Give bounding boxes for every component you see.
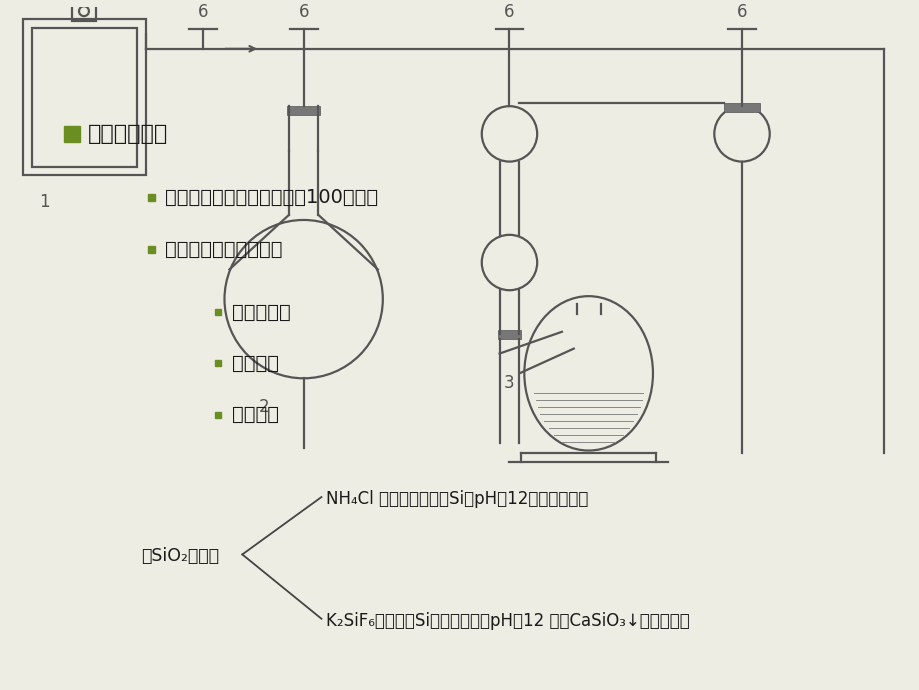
Bar bbox=[723, 104, 759, 112]
Bar bbox=[31, 28, 137, 166]
Text: 通用水泥、: 通用水泥、 bbox=[233, 302, 290, 322]
Text: 3: 3 bbox=[504, 374, 515, 392]
Bar bbox=[214, 309, 221, 315]
Bar bbox=[214, 412, 221, 418]
Bar bbox=[497, 330, 521, 339]
Bar bbox=[287, 106, 320, 115]
Bar bbox=[23, 19, 146, 175]
Text: 专用水泥: 专用水泥 bbox=[233, 354, 279, 373]
Text: 特性水泥: 特性水泥 bbox=[233, 406, 279, 424]
Text: 在SiO₂测定中: 在SiO₂测定中 bbox=[142, 547, 219, 565]
Bar bbox=[148, 246, 154, 253]
Text: 2: 2 bbox=[258, 398, 269, 416]
Text: 1: 1 bbox=[39, 193, 50, 211]
Text: NH₄Cl 重量法，分离出Si，pH＞12时不生成沉淀: NH₄Cl 重量法，分离出Si，pH＞12时不生成沉淀 bbox=[326, 490, 588, 508]
Text: 6: 6 bbox=[736, 3, 746, 21]
Bar bbox=[148, 194, 154, 201]
Text: 水泥的种类：: 水泥的种类： bbox=[88, 124, 168, 144]
Text: 按其用途和性能可分为: 按其用途和性能可分为 bbox=[165, 240, 282, 259]
Text: 6: 6 bbox=[504, 3, 514, 21]
Text: 6: 6 bbox=[298, 3, 309, 21]
Text: 6: 6 bbox=[198, 3, 208, 21]
Text: 水泥的种类很多，目前已达100多种，: 水泥的种类很多，目前已达100多种， bbox=[165, 188, 378, 207]
Bar bbox=[214, 360, 221, 366]
Bar bbox=[72, 3, 96, 21]
Text: K₂SiF₆容量法，Si存在溶液中，pH＞12 析出CaSiO₃↓，影响测定: K₂SiF₆容量法，Si存在溶液中，pH＞12 析出CaSiO₃↓，影响测定 bbox=[326, 612, 689, 630]
